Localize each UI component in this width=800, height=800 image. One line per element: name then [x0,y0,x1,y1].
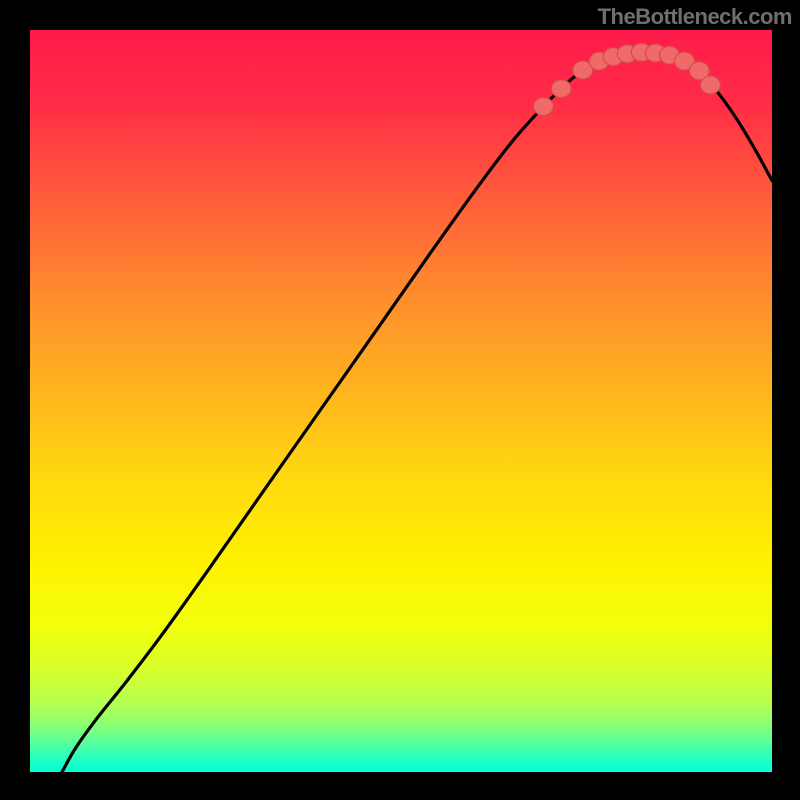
curve-marker [700,76,720,94]
curve-marker [533,97,553,115]
chart-frame: TheBottleneck.com [0,0,800,800]
curve-marker [551,80,571,98]
marker-group [533,43,720,115]
plot-area [30,30,772,772]
curve-layer [30,30,772,772]
bottleneck-curve [58,52,772,772]
watermark-text: TheBottleneck.com [598,4,792,30]
